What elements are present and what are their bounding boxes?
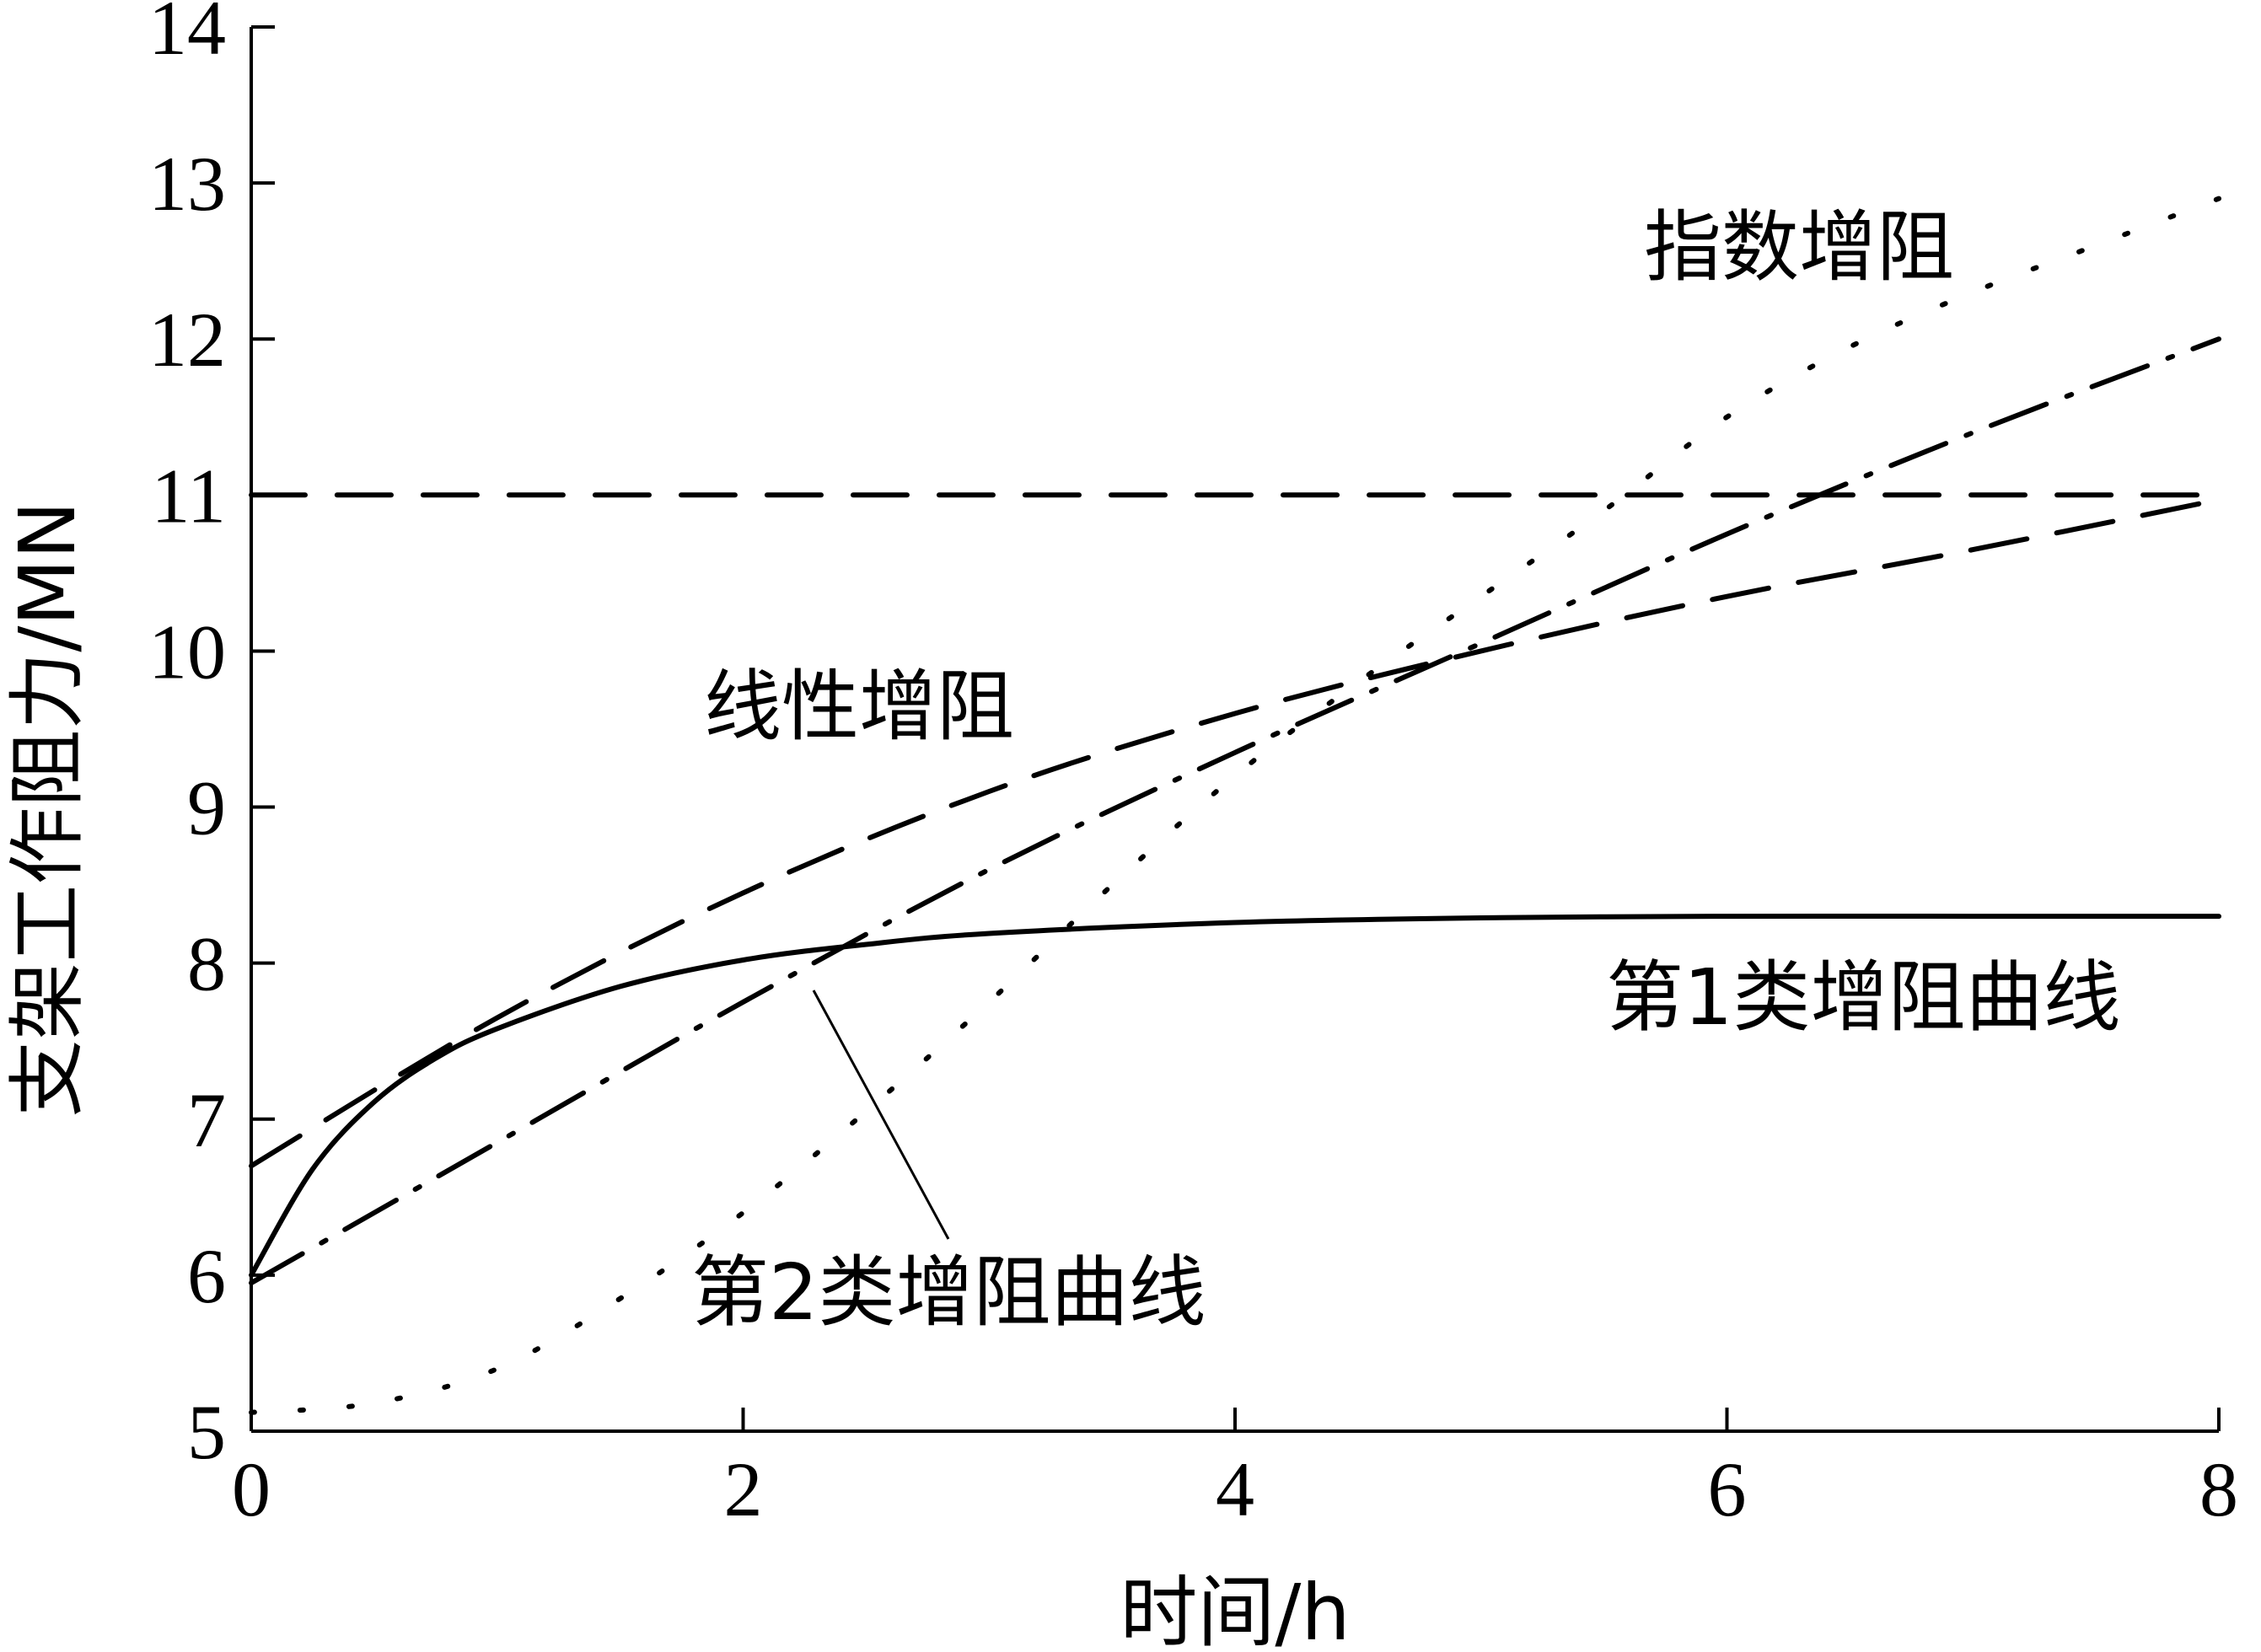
y-tick-label: 6 <box>187 1233 226 1319</box>
x-tick-label: 0 <box>232 1446 271 1532</box>
annotation-linear: 线性增阻 <box>704 662 1014 752</box>
y-tick-label: 11 <box>151 453 226 539</box>
x-tick-label: 2 <box>724 1446 763 1532</box>
series-layer <box>249 196 2221 1415</box>
series-dotted-line <box>249 196 2221 1415</box>
annotation-type1: 第1类增阻曲线 <box>1606 952 2121 1043</box>
y-tick-label: 13 <box>148 141 226 227</box>
y-tick-label: 9 <box>187 765 226 851</box>
y-tick-label: 5 <box>187 1389 226 1475</box>
annotation-exp: 指数增阻 <box>1644 202 1954 292</box>
y-tick-label: 7 <box>187 1077 226 1163</box>
annotation-type2-leader <box>812 990 950 1240</box>
y-tick-label: 10 <box>148 609 226 695</box>
x-tick-label: 6 <box>1708 1446 1747 1532</box>
x-tick-label: 4 <box>1216 1446 1254 1532</box>
y-tick-label: 8 <box>187 921 226 1007</box>
y-ticks: 5 6 7 8 9 10 11 12 13 14 <box>148 0 275 1475</box>
x-tick-label: 8 <box>2199 1446 2238 1532</box>
y-tick-label: 12 <box>148 297 226 383</box>
y-axis-title: 支架工作阻力/MN <box>3 501 93 1117</box>
x-ticks: 0 2 4 6 8 <box>232 1408 2238 1532</box>
series-solid-line <box>249 913 2221 1278</box>
x-axis-title: 时间/h <box>1120 1568 1350 1652</box>
series-dashed-line <box>249 496 2221 1169</box>
annotation-type2: 第2类增阻曲线 <box>691 1247 1206 1338</box>
series-dashdot-line <box>249 336 2221 1286</box>
axes: 5 6 7 8 9 10 11 12 13 14 0 2 4 6 8 <box>148 0 2238 1532</box>
y-tick-label: 14 <box>148 0 226 71</box>
